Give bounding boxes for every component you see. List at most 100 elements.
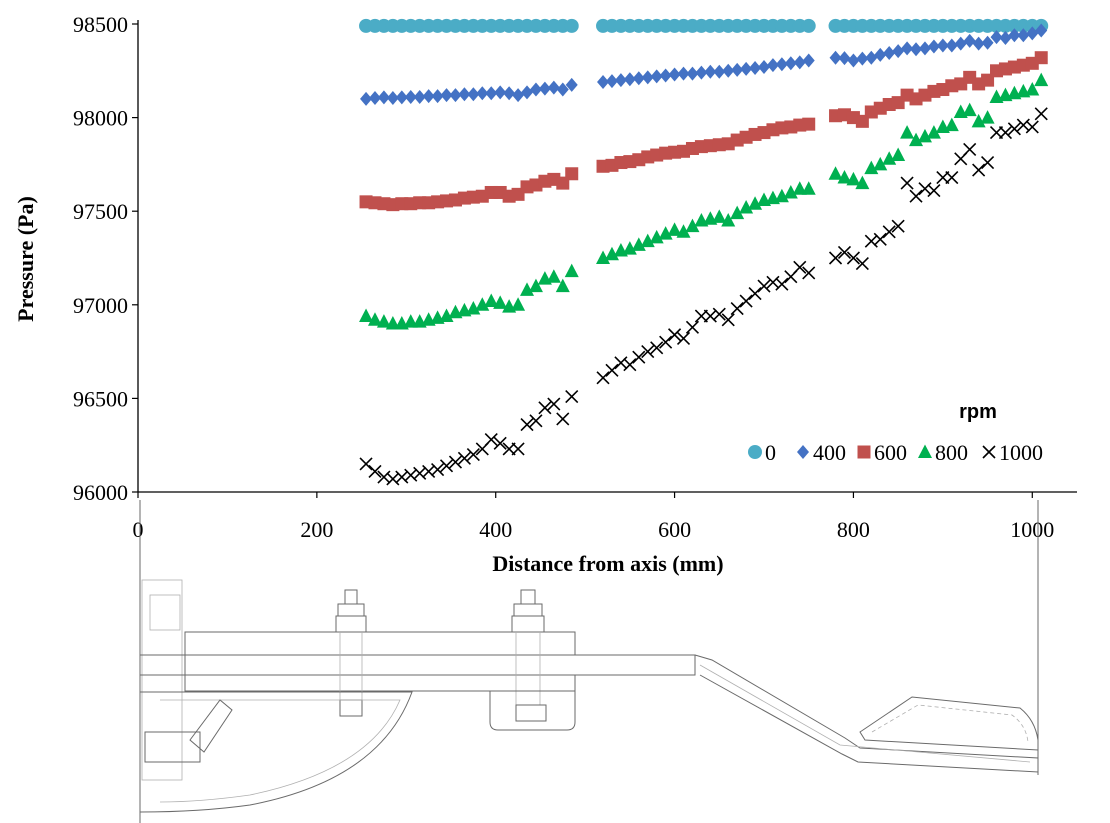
data-point-1000 [556, 412, 570, 426]
data-point-400 [538, 81, 551, 96]
y-axis-title: Pressure (Pa) [13, 196, 38, 322]
data-point-1000 [909, 189, 923, 203]
data-point-1000 [413, 466, 427, 480]
data-point-400 [999, 31, 1012, 46]
legend-marker-800 [918, 444, 932, 458]
legend-label: 800 [935, 440, 968, 465]
data-point-400 [793, 55, 806, 70]
data-point-400 [945, 38, 958, 53]
data-point-1000 [998, 126, 1013, 140]
data-point-1000 [641, 345, 655, 359]
data-point-800 [721, 213, 736, 227]
data-point-0 [801, 18, 816, 33]
data-point-400 [901, 41, 914, 56]
data-point-1000 [614, 356, 628, 370]
data-point-400 [404, 90, 417, 105]
data-point-800 [730, 205, 745, 220]
data-point-1000 [864, 234, 878, 248]
data-point-400 [981, 35, 994, 50]
data-series-layer [359, 18, 1049, 486]
data-point-400 [422, 89, 435, 104]
data-point-1000 [529, 414, 543, 428]
data-point-800 [676, 224, 691, 238]
series-1000 [359, 107, 1048, 486]
sloped-blade [694, 654, 1039, 773]
data-point-400 [1035, 23, 1048, 38]
y-tick-label: 96500 [73, 386, 128, 411]
mechanical-section-drawing [139, 500, 1039, 823]
data-point-400 [449, 88, 462, 103]
x-tick-label: 800 [837, 517, 870, 542]
data-point-400 [722, 63, 735, 78]
data-point-400 [927, 39, 940, 54]
legend-items: 0 400 600 800 1000 [748, 440, 1043, 465]
data-point-1000 [676, 331, 691, 346]
data-point-1000 [828, 251, 843, 265]
data-point-0 [564, 18, 579, 33]
upper-plate [184, 631, 576, 656]
data-point-400 [641, 70, 654, 85]
x-tick-label: 600 [658, 517, 691, 542]
legend-label: 400 [813, 440, 846, 465]
data-point-1000 [386, 472, 400, 486]
data-point-600 [565, 167, 579, 181]
data-point-800 [792, 181, 807, 195]
data-point-400 [874, 47, 887, 62]
data-point-1000 [775, 277, 789, 291]
data-point-800 [667, 222, 682, 236]
data-point-1000 [422, 464, 436, 478]
x-tick-label: 0 [133, 517, 144, 542]
data-point-800 [367, 312, 382, 326]
data-point-1000 [927, 184, 941, 198]
data-point-800 [980, 110, 995, 124]
sloped-blade-inner [699, 664, 1031, 763]
data-point-400 [704, 64, 717, 79]
data-point-400 [360, 91, 373, 106]
legend-item-800: 800 [918, 440, 968, 465]
data-point-400 [605, 74, 618, 89]
data-point-1000 [659, 335, 673, 349]
data-point-400 [1017, 28, 1030, 43]
x-tick-label: 200 [300, 517, 333, 542]
y-tick-label: 98500 [73, 12, 128, 37]
data-point-400 [784, 56, 797, 71]
data-point-400 [883, 46, 896, 61]
series-600 [359, 51, 1048, 212]
data-point-800 [359, 308, 374, 323]
data-point-1000 [596, 371, 610, 385]
data-point-400 [918, 41, 931, 56]
data-point-400 [556, 82, 569, 97]
legend-marker-600 [857, 445, 871, 459]
data-point-400 [677, 66, 690, 81]
data-point-800 [944, 117, 959, 132]
data-point-1000 [748, 287, 762, 301]
data-point-1000 [538, 401, 552, 415]
data-point-400 [713, 64, 726, 79]
data-point-1000 [565, 389, 579, 404]
y-tick-label: 98000 [73, 106, 128, 131]
data-point-400 [775, 57, 788, 72]
data-point-800 [801, 181, 816, 195]
data-point-800 [900, 125, 915, 139]
data-point-400 [856, 51, 869, 66]
lower-block [489, 690, 576, 731]
x-axis-title: Distance from axis (mm) [492, 551, 723, 576]
data-point-1000 [448, 455, 463, 469]
data-point-400 [386, 90, 399, 105]
data-point-400 [476, 86, 489, 101]
data-point-1000 [712, 307, 726, 321]
data-point-800 [403, 314, 418, 328]
hub-block [141, 579, 183, 781]
data-point-800 [971, 113, 986, 128]
data-point-1000 [972, 163, 986, 177]
data-point-800 [855, 175, 870, 190]
hub-flange [149, 594, 181, 631]
data-point-1000 [650, 341, 664, 355]
data-point-1000 [1034, 107, 1048, 121]
data-point-800 [891, 147, 906, 162]
data-point-400 [766, 58, 779, 73]
data-point-400 [395, 90, 408, 105]
data-point-400 [368, 90, 381, 105]
data-point-1000 [739, 294, 753, 308]
data-point-1000 [837, 245, 852, 259]
